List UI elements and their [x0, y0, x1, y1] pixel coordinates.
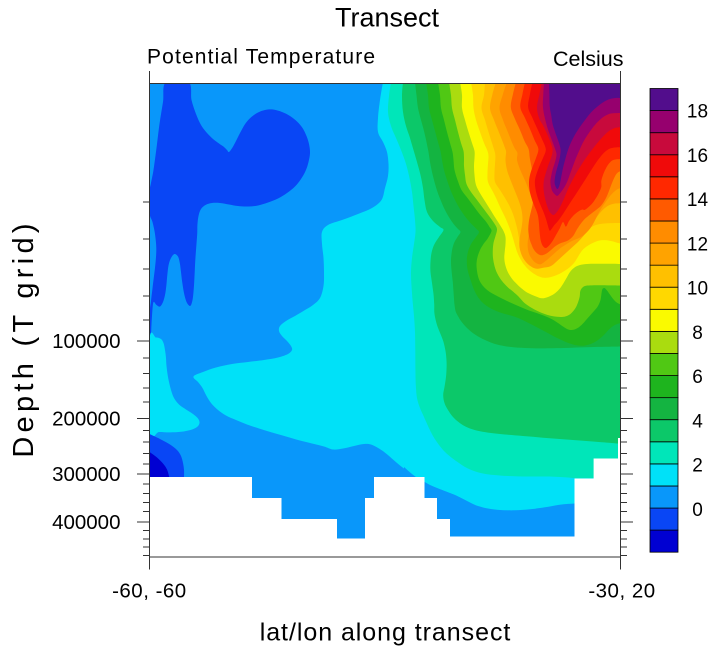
svg-text:8: 8	[692, 323, 703, 344]
svg-text:-60, -60: -60, -60	[112, 580, 187, 603]
svg-text:-30, 20: -30, 20	[588, 580, 655, 603]
svg-text:14: 14	[687, 190, 709, 211]
svg-text:100000: 100000	[52, 330, 120, 353]
svg-text:Depth (T grid): Depth (T grid)	[8, 219, 40, 458]
svg-text:6: 6	[692, 367, 703, 388]
svg-text:4: 4	[692, 411, 703, 432]
svg-text:Transect: Transect	[335, 3, 440, 33]
svg-text:12: 12	[687, 234, 708, 255]
svg-text:Potential Temperature: Potential Temperature	[147, 46, 376, 69]
svg-text:10: 10	[687, 279, 708, 300]
svg-text:lat/lon along transect: lat/lon along transect	[260, 619, 512, 647]
svg-text:200000: 200000	[52, 408, 120, 431]
svg-text:0: 0	[692, 500, 703, 521]
svg-text:300000: 300000	[52, 463, 120, 486]
svg-text:16: 16	[687, 146, 708, 167]
svg-text:400000: 400000	[52, 511, 120, 534]
svg-text:2: 2	[692, 456, 703, 477]
svg-text:Celsius: Celsius	[553, 47, 624, 71]
svg-text:18: 18	[687, 102, 708, 123]
